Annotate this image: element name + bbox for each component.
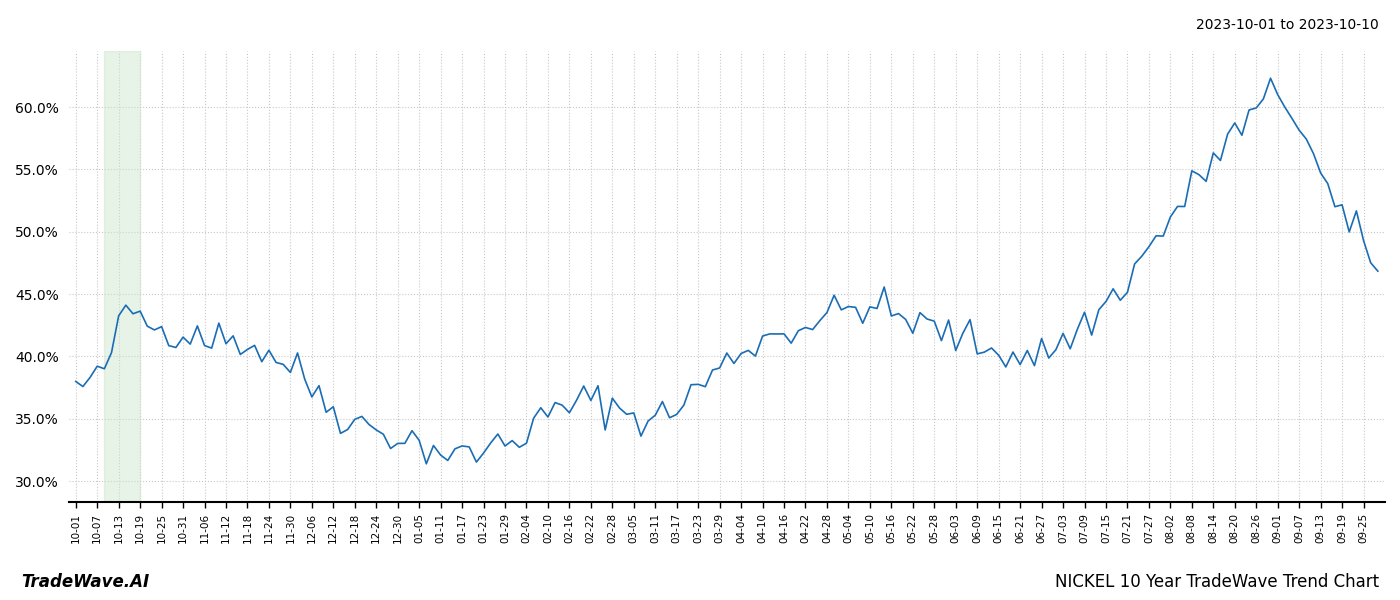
Text: TradeWave.AI: TradeWave.AI — [21, 573, 150, 591]
Bar — [105, 51, 140, 502]
Text: NICKEL 10 Year TradeWave Trend Chart: NICKEL 10 Year TradeWave Trend Chart — [1054, 573, 1379, 591]
Text: 2023-10-01 to 2023-10-10: 2023-10-01 to 2023-10-10 — [1196, 18, 1379, 32]
